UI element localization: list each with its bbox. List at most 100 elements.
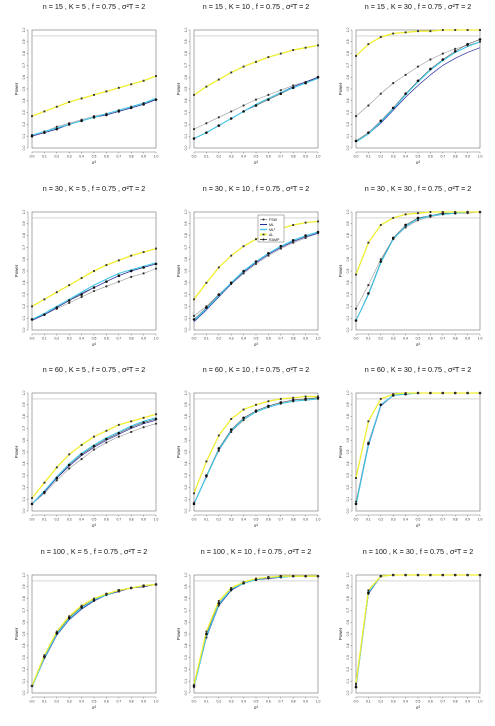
point-ramp	[55, 306, 59, 309]
panel-5: n = 30 , K = 10 , f = 0.75 , σ²T = 2 0.0 0…	[176, 184, 320, 347]
x-tick-label: 0.3	[229, 518, 234, 522]
y-tick-label: 0.0	[22, 509, 26, 514]
point-ramp	[192, 502, 196, 506]
panel-6: n = 30 , K = 30 , f = 0.75 , σ²T = 2 0.0 0…	[338, 184, 482, 347]
point-al	[155, 413, 157, 416]
point-al	[417, 574, 419, 576]
point-ramp	[217, 124, 221, 127]
point-al	[117, 423, 120, 426]
x-tick-label: 0.5	[92, 700, 97, 704]
x-tick-label: 0.0	[354, 155, 359, 159]
point-ramp	[154, 417, 158, 421]
series-line-ramp	[193, 575, 318, 686]
y-tick-label: 0.2	[346, 122, 350, 127]
y-tick-label: 0.6	[346, 257, 350, 262]
x-tick-label: 0.5	[416, 337, 421, 341]
point-al	[130, 420, 133, 423]
x-tick-label: 0.6	[266, 700, 271, 704]
y-tick-label: 0.6	[22, 75, 26, 80]
x-tick-label: 0.1	[42, 337, 47, 341]
panel-title: n = 100 , K = 5 , f = 0.75 , σ²T = 2	[41, 547, 148, 556]
point-al	[479, 29, 481, 31]
y-tick-label: 1.0	[184, 391, 188, 396]
y-tick-label: 0.9	[184, 584, 188, 589]
y-tick-label: 0.0	[346, 691, 350, 696]
x-tick-label: 0.5	[254, 518, 259, 522]
point-al	[155, 583, 157, 586]
x-tick-label: 0.7	[116, 518, 121, 522]
point-ramp	[217, 293, 221, 296]
y-tick-label: 0.9	[22, 584, 26, 589]
point-al	[205, 85, 208, 88]
point-ramp	[129, 106, 133, 110]
plot-frame	[193, 392, 319, 512]
point-fsw	[292, 241, 295, 244]
point-al	[142, 79, 145, 82]
point-al	[392, 393, 395, 396]
point-fsw	[192, 128, 196, 131]
point-fsw	[205, 636, 208, 639]
plot-frame	[31, 392, 157, 512]
point-fsw	[304, 236, 307, 240]
x-tick-label: 0.8	[129, 700, 134, 704]
y-tick-label: 0.1	[22, 679, 26, 684]
panel-3: n = 15 , K = 30 , f = 0.75 , σ²T = 2 0.0 0…	[338, 2, 482, 165]
point-al	[68, 615, 71, 618]
point-fsw	[267, 93, 270, 96]
point-al	[193, 492, 195, 495]
point-al	[317, 44, 319, 47]
point-fsw	[367, 104, 370, 107]
y-tick-label: 0.3	[184, 292, 188, 297]
point-ramp	[154, 262, 158, 266]
point-al	[105, 429, 108, 432]
x-axis-label: σ²	[92, 705, 97, 710]
x-tick-label: 1.0	[478, 700, 483, 704]
point-fsw	[254, 98, 258, 101]
x-tick-label: 0.7	[278, 518, 283, 522]
x-tick-label: 0.4	[241, 518, 246, 522]
point-al	[43, 298, 46, 301]
series-line-ml2	[31, 262, 157, 320]
series-line-ml	[193, 232, 319, 322]
point-al	[55, 630, 58, 633]
point-fsw	[117, 280, 120, 283]
x-tick-label: 0.2	[216, 700, 221, 704]
series-line-ramp	[355, 574, 480, 688]
point-fsw	[242, 104, 245, 107]
x-axis-label: σ²	[254, 705, 259, 710]
x-tick-label: 0.8	[291, 700, 296, 704]
series-line-fsw	[355, 211, 481, 309]
x-tick-label: 0.0	[30, 518, 35, 522]
point-al	[117, 589, 120, 592]
point-al	[404, 31, 407, 34]
panel-2: n = 15 , K = 10 , f = 0.75 , σ²T = 2 0.0 0…	[176, 2, 320, 165]
y-tick-label: 0.9	[346, 584, 350, 589]
x-tick-label: 0.2	[216, 337, 221, 341]
point-ramp	[291, 239, 295, 242]
point-ramp	[105, 280, 108, 283]
point-al	[93, 270, 95, 272]
x-tick-label: 0.0	[30, 700, 35, 704]
point-al	[43, 481, 46, 484]
x-tick-label: 0.6	[104, 518, 109, 522]
x-tick-label: 0.6	[104, 337, 109, 341]
plot-frame	[355, 29, 481, 149]
series-line-al	[355, 211, 480, 275]
x-tick-label: 0.3	[67, 700, 72, 704]
y-tick-label: 1.0	[22, 28, 26, 33]
point-al	[130, 83, 133, 86]
point-fsw	[441, 52, 444, 55]
panel-11: n = 100 , K = 10 , f = 0.75 , σ²T = 2 0.0…	[176, 547, 320, 710]
x-tick-label: 0.4	[241, 700, 246, 704]
x-tick-label: 0.2	[54, 337, 59, 341]
point-al	[255, 238, 257, 241]
y-tick-label: 0.7	[22, 608, 26, 613]
plot-frame	[31, 574, 157, 694]
y-axis-label: Power	[14, 445, 19, 458]
x-tick-label: 0.1	[204, 155, 209, 159]
y-axis-label: Power	[176, 82, 181, 95]
x-tick-label: 0.7	[278, 337, 283, 341]
point-ramp	[205, 131, 208, 134]
y-tick-label: 0.2	[22, 304, 26, 309]
point-ramp	[367, 131, 370, 134]
